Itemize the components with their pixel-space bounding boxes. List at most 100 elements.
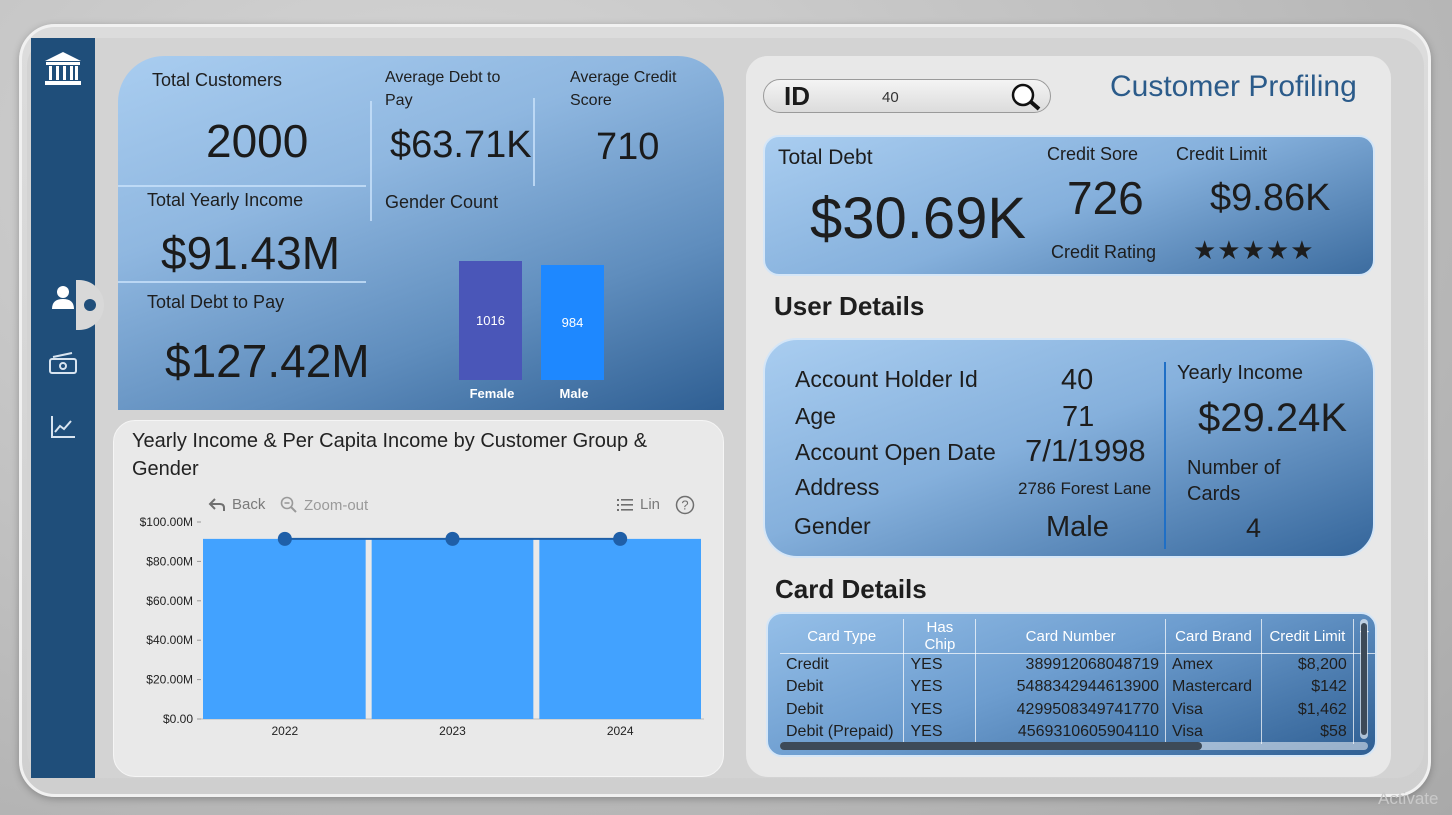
user-details-divider (1164, 362, 1166, 549)
gender-bar-value: 984 (561, 315, 584, 330)
account-id-label: Account Holder Id (795, 366, 978, 392)
y-tick-label: $40.00M (146, 633, 193, 647)
search-icon[interactable] (1010, 83, 1042, 116)
credit-score-label: Credit Sore (1047, 144, 1139, 164)
table-row[interactable]: Debit (Prepaid) YES 4569310605904110 Vis… (780, 721, 1375, 744)
column-header-card-type[interactable]: Card Type (780, 619, 905, 654)
table-cell: $8,200 (1261, 653, 1354, 676)
table-cell: Debit (780, 698, 905, 721)
kpi-divider (370, 101, 372, 221)
table-cell: Visa (1165, 698, 1262, 721)
income-bar[interactable] (371, 538, 534, 719)
income-bar[interactable] (539, 538, 701, 719)
avg-credit-label: Average Credit Score (570, 69, 677, 109)
per-capita-point[interactable] (445, 531, 460, 546)
table-cell: YES (903, 721, 977, 744)
y-tick-label: $20.00M (146, 673, 193, 687)
column-header-card-number[interactable]: Card Number (975, 619, 1167, 654)
id-label: ID (784, 81, 810, 111)
gender-bar-female[interactable]: 1016 (459, 261, 522, 380)
table-cell: 4569310605904110 (975, 721, 1167, 744)
kpi-panel: Total Customers 2000 Average Debt to Pay… (118, 56, 724, 410)
scrollbar-thumb[interactable] (1361, 623, 1367, 735)
gender-bar-value: 1016 (476, 313, 505, 328)
x-tick-label: 2024 (607, 724, 634, 738)
avg-debt-value: $63.71K (390, 124, 532, 166)
table-cell: Credit (780, 653, 905, 676)
table-cell: $142 (1261, 676, 1354, 699)
back-arrow-icon (208, 497, 225, 511)
table-cell: Debit (780, 676, 905, 699)
chart-help-button[interactable]: ? (675, 495, 695, 515)
customer-nav-icon[interactable] (31, 284, 95, 310)
total-debt-value: $127.42M (165, 335, 370, 387)
debt-summary-card: Total Debt $30.69K Credit Sore 726 Credi… (763, 135, 1375, 276)
table-cell: 4299508349741770 (975, 698, 1167, 721)
income-chart-panel: Yearly Income & Per Capita Income by Cus… (113, 420, 724, 777)
gender-label: Gender (794, 513, 871, 539)
total-income-label: Total Yearly Income (147, 190, 304, 210)
zoom-out-icon (280, 496, 297, 513)
address-value: 2786 Forest Lane (1018, 479, 1152, 498)
table-row[interactable]: Credit YES 389912068048719 Amex $8,200 (780, 653, 1375, 676)
table-cell: Mastercard (1165, 676, 1262, 699)
kpi-divider (118, 281, 366, 283)
table-cell: YES (903, 698, 977, 721)
column-header-card-brand[interactable]: Card Brand (1165, 619, 1262, 654)
help-label: ? (681, 498, 688, 513)
chart-lin-button[interactable]: Lin (616, 496, 660, 513)
table-cell: Amex (1165, 653, 1262, 676)
table-row[interactable]: Debit YES 4299508349741770 Visa $1,462 (780, 698, 1375, 721)
per-capita-point[interactable] (613, 531, 628, 546)
gender-bar-male[interactable]: 984 (541, 265, 604, 380)
avg-debt-label: Average Debt to Pay (385, 69, 501, 109)
analytics-nav-icon[interactable] (31, 414, 95, 440)
total-customers-label: Total Customers (152, 70, 283, 90)
chart-back-button[interactable]: Back (208, 496, 265, 513)
total-debt-label: Total Debt (778, 146, 873, 169)
table-cell: Debit (Prepaid) (780, 721, 905, 744)
chart-title: Yearly Income & Per Capita Income by Cus… (132, 430, 648, 480)
user-details-card: Account Holder Id 40 Age 71 Account Open… (763, 338, 1375, 558)
total-customers-value: 2000 (206, 115, 309, 167)
table-cell: YES (903, 653, 977, 676)
id-search-box[interactable]: ID 40 (763, 79, 1051, 113)
sidebar (31, 38, 95, 778)
open-date-label: Account Open Date (795, 439, 996, 465)
income-bar[interactable] (203, 538, 366, 719)
credit-score-value: 726 (1067, 172, 1144, 224)
num-cards-value: 4 (1246, 513, 1262, 543)
address-label: Address (795, 474, 880, 500)
zoom-out-label: Zoom-out (304, 496, 369, 514)
yearly-income-label: Yearly Income (1177, 362, 1303, 384)
card-details-title: Card Details (775, 574, 927, 604)
credit-rating-label: Credit Rating (1051, 242, 1157, 262)
back-label: Back (232, 496, 266, 513)
table-row[interactable]: Debit YES 5488342944613900 Mastercard $1… (780, 676, 1375, 699)
chart-zoom-out-button[interactable]: Zoom-out (280, 496, 368, 514)
num-cards-label: Number of Cards (1187, 457, 1281, 505)
gender-value: Male (1046, 511, 1109, 543)
x-tick-label: 2023 (439, 724, 466, 738)
table-horizontal-scrollbar[interactable] (780, 742, 1368, 750)
y-tick-label: $0.00 (163, 712, 193, 726)
table-cell: 389912068048719 (975, 653, 1167, 676)
list-icon (617, 498, 633, 511)
bank-logo-icon (31, 50, 95, 88)
age-value: 71 (1062, 401, 1095, 433)
y-tick-label: $100.00M (140, 515, 193, 529)
account-id-value: 40 (1061, 364, 1094, 396)
per-capita-point[interactable] (277, 531, 292, 546)
scrollbar-thumb[interactable] (780, 742, 1202, 750)
column-header-credit-limit[interactable]: Credit Limit (1261, 619, 1354, 654)
money-nav-icon[interactable] (31, 351, 95, 375)
income-chart: $0.00 $20.00M $40.00M $60.00M $80.00M $100.00… (140, 515, 704, 738)
yearly-income-value: $29.24K (1198, 396, 1348, 440)
table-vertical-scrollbar[interactable] (1360, 619, 1368, 739)
id-value[interactable]: 40 (882, 89, 899, 106)
table-cell: YES (903, 676, 977, 699)
y-tick-label: $80.00M (146, 554, 193, 568)
column-header-has-chip[interactable]: Has Chip (903, 619, 977, 654)
avg-credit-value: 710 (596, 126, 660, 168)
credit-limit-label: Credit Limit (1176, 144, 1268, 164)
